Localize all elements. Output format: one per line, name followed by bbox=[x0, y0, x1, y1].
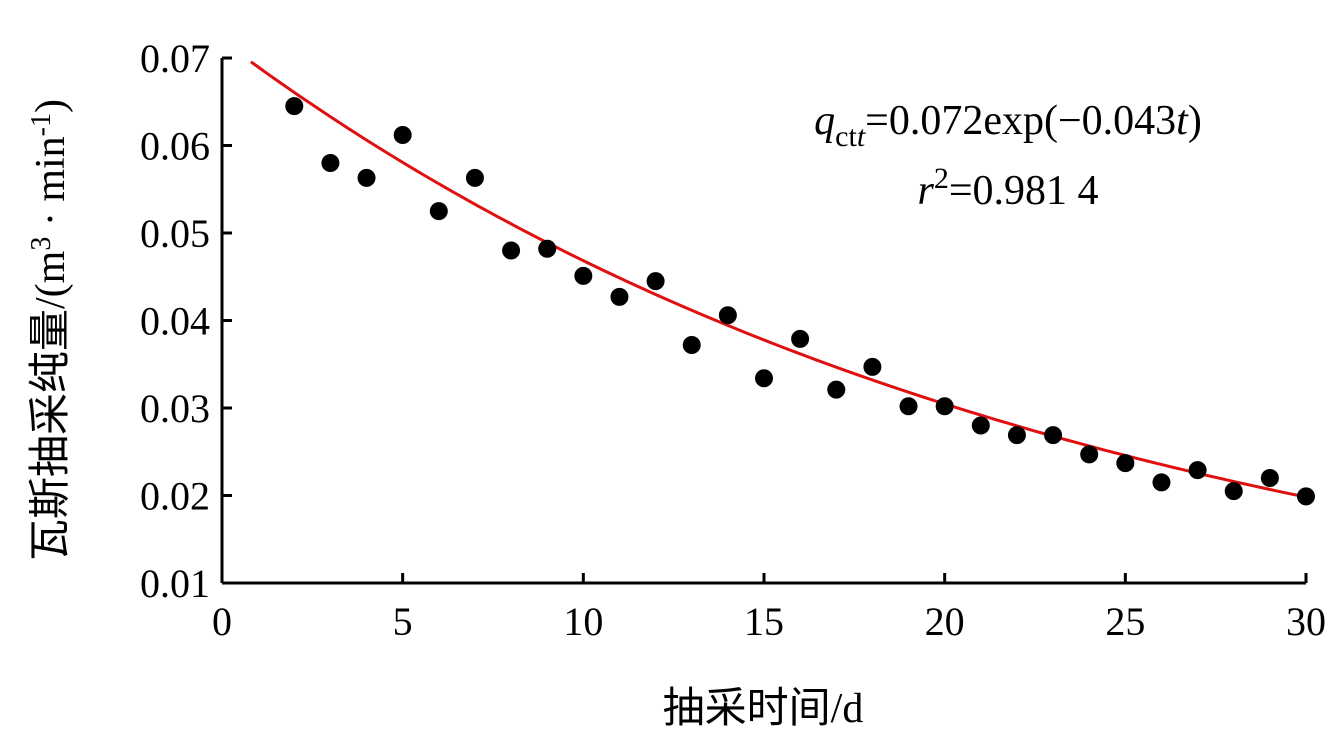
fit-equation: qctt=0.072exp(−0.043t) bbox=[814, 98, 1202, 153]
y-tick-label: 0.03 bbox=[140, 386, 210, 431]
x-tick-label: 25 bbox=[1105, 599, 1145, 644]
data-point bbox=[1297, 487, 1315, 506]
data-point bbox=[827, 380, 846, 399]
data-point bbox=[1080, 445, 1099, 464]
data-point bbox=[1116, 454, 1135, 473]
data-point bbox=[1224, 482, 1243, 501]
data-point bbox=[393, 126, 412, 144]
tick-labels: 0 5 10 15 20 25 30 0.01 0.02 0.03 0.04 0.05 0.06 0.07 bbox=[140, 36, 1326, 644]
x-tick-label: 5 bbox=[393, 599, 413, 644]
y-tick-label: 0.05 bbox=[140, 211, 210, 256]
y-tick-label: 0.04 bbox=[140, 299, 210, 344]
y-tick-label: 0.01 bbox=[140, 561, 210, 606]
y-tick-label: 0.07 bbox=[140, 36, 210, 81]
data-point bbox=[899, 397, 918, 416]
data-point bbox=[718, 306, 737, 325]
x-tick-label: 15 bbox=[744, 599, 784, 644]
data-point bbox=[285, 97, 304, 116]
data-point bbox=[971, 416, 990, 435]
data-point bbox=[321, 154, 340, 172]
data-point bbox=[538, 239, 557, 258]
data-point bbox=[502, 241, 521, 260]
data-point bbox=[1152, 473, 1171, 492]
data-points bbox=[285, 97, 1315, 506]
x-tick-label: 10 bbox=[563, 599, 603, 644]
data-point bbox=[1260, 469, 1279, 487]
data-point bbox=[863, 357, 882, 376]
data-point bbox=[1188, 461, 1207, 480]
data-point bbox=[646, 272, 665, 291]
data-point bbox=[465, 168, 484, 187]
tick-marks bbox=[220, 56, 1308, 585]
data-point bbox=[755, 369, 773, 388]
data-point bbox=[791, 329, 810, 348]
data-point bbox=[935, 397, 954, 416]
data-point bbox=[1044, 426, 1063, 445]
y-tick-label: 0.02 bbox=[140, 474, 210, 519]
data-point bbox=[429, 202, 448, 221]
data-point bbox=[1007, 426, 1026, 445]
x-axis-title: 抽采时间/d bbox=[663, 686, 864, 732]
y-axis-title: 瓦斯抽采纯量/(m3 · min-1) bbox=[26, 99, 74, 561]
x-tick-label: 30 bbox=[1286, 599, 1326, 644]
x-tick-label: 0 bbox=[212, 599, 232, 644]
x-tick-label: 20 bbox=[925, 599, 965, 644]
r-squared-label: r2=0.981 4 bbox=[917, 162, 1098, 214]
data-point bbox=[574, 266, 593, 285]
data-point bbox=[357, 168, 376, 187]
data-point bbox=[610, 287, 629, 306]
y-tick-label: 0.06 bbox=[140, 124, 210, 169]
data-point bbox=[682, 336, 701, 354]
